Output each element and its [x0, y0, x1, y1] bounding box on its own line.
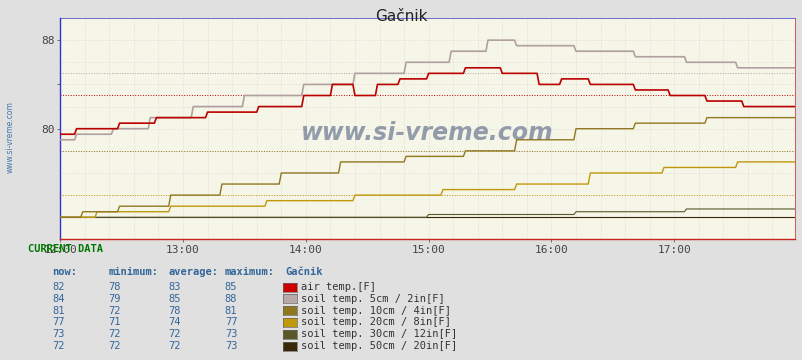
Text: 78: 78: [108, 282, 121, 292]
Text: 71: 71: [108, 318, 121, 328]
Text: now:: now:: [52, 267, 77, 278]
Text: 79: 79: [108, 294, 121, 304]
Text: 77: 77: [225, 318, 237, 328]
Text: www.si-vreme.com: www.si-vreme.com: [301, 121, 553, 145]
Text: 74: 74: [168, 318, 181, 328]
Text: 72: 72: [168, 341, 181, 351]
Text: 78: 78: [168, 306, 181, 316]
Text: 81: 81: [52, 306, 65, 316]
Text: soil temp. 5cm / 2in[F]: soil temp. 5cm / 2in[F]: [301, 294, 444, 304]
Text: 82: 82: [52, 282, 65, 292]
Text: 83: 83: [168, 282, 181, 292]
Text: CURRENT DATA: CURRENT DATA: [28, 244, 103, 254]
Text: 72: 72: [108, 341, 121, 351]
Text: air temp.[F]: air temp.[F]: [301, 282, 375, 292]
Text: maximum:: maximum:: [225, 267, 274, 278]
Text: 72: 72: [52, 341, 65, 351]
Text: 84: 84: [52, 294, 65, 304]
Text: 81: 81: [225, 306, 237, 316]
Text: 73: 73: [52, 329, 65, 339]
Text: 72: 72: [108, 329, 121, 339]
Text: minimum:: minimum:: [108, 267, 158, 278]
Text: soil temp. 30cm / 12in[F]: soil temp. 30cm / 12in[F]: [301, 329, 457, 339]
Text: Gačnik: Gačnik: [375, 9, 427, 24]
Text: 85: 85: [225, 282, 237, 292]
Text: soil temp. 10cm / 4in[F]: soil temp. 10cm / 4in[F]: [301, 306, 451, 316]
Text: 88: 88: [225, 294, 237, 304]
Text: 73: 73: [225, 341, 237, 351]
Text: Gačnik: Gačnik: [285, 267, 322, 278]
Text: 85: 85: [168, 294, 181, 304]
Text: 77: 77: [52, 318, 65, 328]
Text: average:: average:: [168, 267, 218, 278]
Text: 72: 72: [108, 306, 121, 316]
Text: 73: 73: [225, 329, 237, 339]
Text: www.si-vreme.com: www.si-vreme.com: [6, 101, 15, 173]
Text: soil temp. 20cm / 8in[F]: soil temp. 20cm / 8in[F]: [301, 318, 451, 328]
Text: soil temp. 50cm / 20in[F]: soil temp. 50cm / 20in[F]: [301, 341, 457, 351]
Text: 72: 72: [168, 329, 181, 339]
